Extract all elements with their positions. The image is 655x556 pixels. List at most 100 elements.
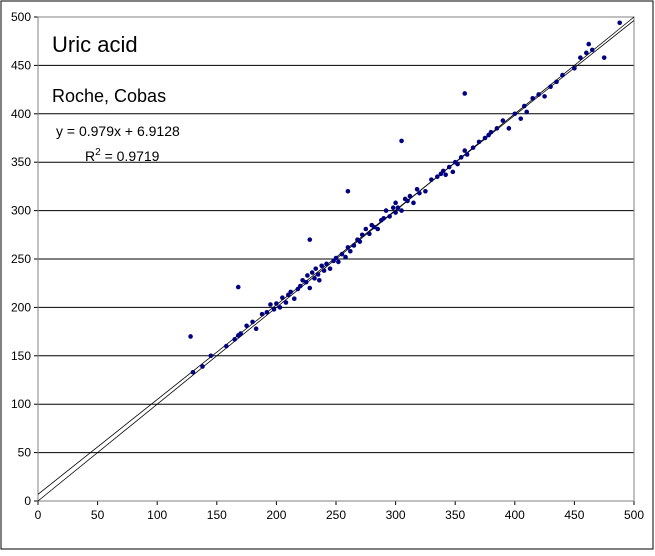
point bbox=[500, 118, 506, 123]
point bbox=[617, 20, 622, 26]
point bbox=[208, 353, 214, 359]
point bbox=[462, 91, 468, 96]
point bbox=[524, 109, 530, 115]
point bbox=[414, 187, 420, 192]
point bbox=[512, 111, 518, 117]
point bbox=[494, 126, 500, 131]
point bbox=[536, 92, 541, 97]
point bbox=[309, 270, 315, 275]
point bbox=[518, 116, 524, 121]
point bbox=[359, 232, 365, 238]
y-tick-label: 500 bbox=[11, 10, 31, 24]
point bbox=[530, 96, 535, 101]
point bbox=[476, 139, 482, 145]
y-tick-label: 50 bbox=[18, 446, 32, 460]
y-tick-label: 300 bbox=[11, 204, 31, 218]
point bbox=[305, 273, 310, 278]
x-tick-label: 250 bbox=[326, 508, 346, 522]
point bbox=[560, 72, 565, 78]
x-tick-label: 0 bbox=[35, 508, 42, 522]
point bbox=[586, 41, 592, 47]
point bbox=[303, 279, 309, 285]
point bbox=[584, 50, 589, 56]
point bbox=[458, 155, 464, 160]
point bbox=[244, 323, 249, 329]
point bbox=[554, 79, 559, 85]
y-tick-label: 200 bbox=[11, 300, 31, 314]
point bbox=[462, 148, 468, 153]
point bbox=[224, 343, 229, 349]
point bbox=[405, 198, 410, 204]
point bbox=[393, 210, 398, 215]
point bbox=[429, 177, 434, 182]
point bbox=[315, 272, 321, 277]
point bbox=[470, 145, 476, 150]
y-tick-label: 400 bbox=[11, 107, 31, 121]
point bbox=[357, 239, 363, 244]
point bbox=[411, 200, 416, 206]
point bbox=[399, 138, 404, 144]
point bbox=[288, 289, 294, 295]
point bbox=[423, 188, 428, 194]
point bbox=[443, 172, 448, 178]
point bbox=[250, 319, 255, 325]
point bbox=[274, 301, 279, 306]
point bbox=[393, 200, 398, 206]
plot-area bbox=[37, 16, 635, 502]
x-tick-label: 50 bbox=[91, 508, 105, 522]
point bbox=[324, 261, 329, 267]
point bbox=[548, 84, 553, 89]
point bbox=[464, 152, 470, 157]
point bbox=[313, 266, 319, 271]
point bbox=[435, 174, 440, 180]
point bbox=[297, 283, 303, 289]
point bbox=[399, 208, 404, 213]
point bbox=[450, 169, 456, 175]
point bbox=[351, 243, 357, 248]
y-tick-label: 250 bbox=[11, 252, 31, 266]
point bbox=[238, 331, 243, 336]
point bbox=[336, 259, 341, 265]
x-tick-label: 150 bbox=[207, 508, 227, 522]
r2-base: R bbox=[85, 148, 95, 164]
point bbox=[345, 188, 351, 194]
point bbox=[321, 268, 327, 273]
point bbox=[440, 168, 446, 174]
point bbox=[268, 302, 273, 307]
x-tick-label: 300 bbox=[386, 508, 406, 522]
point bbox=[390, 205, 396, 210]
point bbox=[232, 337, 237, 342]
point bbox=[488, 129, 494, 135]
point bbox=[200, 364, 205, 369]
point bbox=[601, 55, 607, 60]
point bbox=[417, 190, 422, 196]
y-tick-label: 350 bbox=[11, 155, 31, 169]
point bbox=[589, 47, 595, 53]
point bbox=[381, 216, 386, 221]
point bbox=[572, 66, 577, 71]
point bbox=[522, 103, 527, 109]
point bbox=[455, 161, 460, 167]
point bbox=[277, 305, 283, 310]
point bbox=[307, 237, 313, 242]
r2-rest: = 0.9719 bbox=[101, 148, 160, 164]
point bbox=[375, 226, 381, 232]
point bbox=[253, 326, 259, 331]
x-tick-label: 450 bbox=[564, 508, 584, 522]
r2-sup: 2 bbox=[95, 147, 101, 158]
chart-subtitle: Roche, Cobas bbox=[52, 86, 166, 106]
point bbox=[371, 224, 377, 230]
point bbox=[190, 369, 196, 375]
point bbox=[363, 226, 369, 232]
point bbox=[264, 309, 270, 315]
point bbox=[283, 300, 289, 305]
point bbox=[259, 311, 265, 317]
x-tick-label: 350 bbox=[445, 508, 465, 522]
point bbox=[407, 193, 413, 199]
point bbox=[307, 285, 313, 291]
point bbox=[188, 334, 193, 339]
point bbox=[387, 214, 392, 219]
point bbox=[383, 208, 389, 213]
